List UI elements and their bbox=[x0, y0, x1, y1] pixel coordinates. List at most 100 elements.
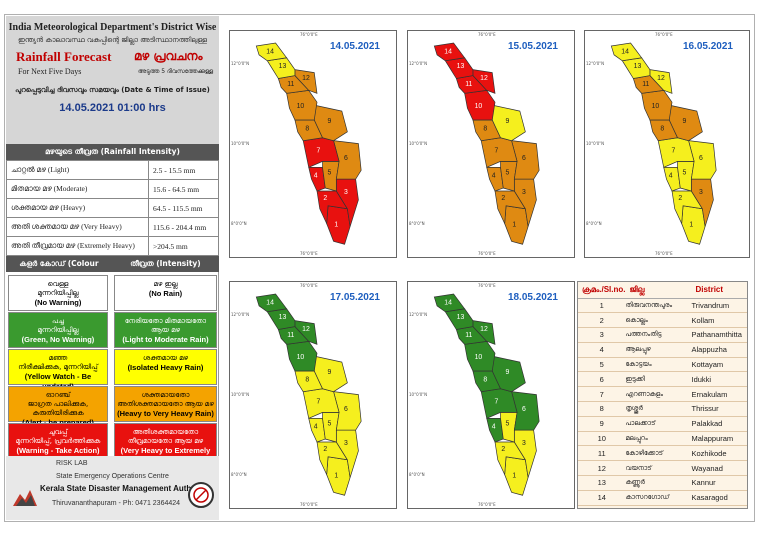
district-number-label: 8 bbox=[305, 124, 309, 132]
district-no: 7 bbox=[578, 386, 626, 403]
issue-time: 14.05.2021 01:00 hrs bbox=[59, 102, 166, 114]
graticule-label: 8°0'0"N bbox=[409, 472, 425, 477]
legend-intensity-box: ശക്തമായതോ അതിശക്തമായതോ ആയ മഴ (Heavy to Ve… bbox=[114, 386, 217, 422]
district-number-label: 4 bbox=[492, 422, 496, 430]
authority-name: Kerala State Disaster Management Authori… bbox=[40, 484, 209, 493]
district-row: 7 എറണാകുളം Ernakulam bbox=[578, 386, 747, 403]
forecast-title-ml: മഴ പ്രവചനം bbox=[134, 49, 203, 63]
map-date: 16.05.2021 bbox=[682, 41, 733, 52]
district-number-label: 8 bbox=[660, 124, 664, 132]
intensity-label: ശക്തമായ മഴ (Heavy) bbox=[6, 198, 149, 218]
next-days-ml: അടുത്ത 5 ദിവസത്തേക്കുള്ള bbox=[138, 68, 214, 75]
intensity-label: അതി തീവ്രമായ മഴ (Extremely Heavy) bbox=[6, 236, 149, 256]
district-row: 6 ഇടുക്കി Idukki bbox=[578, 371, 747, 388]
district-en: Malappuram bbox=[691, 431, 747, 447]
legend-colour-desc: മുന്നറിയിപ്പില്ല bbox=[37, 289, 79, 297]
poster-frame bbox=[4, 14, 755, 522]
header-block: India Meteorological Department's Distri… bbox=[6, 16, 219, 144]
district-number-label: 8 bbox=[305, 375, 309, 383]
legend-colour-en: (Warning - Take Action) bbox=[16, 446, 100, 455]
district-number-label: 13 bbox=[457, 313, 465, 321]
header-title-ml: ഇന്ത്യൻ കാലാവസ്ഥ വകുപ്പിന്റെ ജില്ലാ അടിസ… bbox=[18, 36, 207, 44]
next-days: For Next Five Days bbox=[18, 67, 82, 76]
legend-colour-name: ഓറഞ്ച് bbox=[45, 391, 71, 399]
map-date: 17.05.2021 bbox=[329, 292, 380, 303]
district-number-label: 10 bbox=[475, 102, 483, 110]
district-no: 4 bbox=[578, 342, 626, 358]
district-no: 14 bbox=[578, 490, 626, 506]
intensity-row: ചാറ്റൽ മഴ (Light) 2.5 - 15.5 mm bbox=[6, 160, 219, 180]
district-number-label: 12 bbox=[657, 74, 665, 82]
legend-colour-en: (Green, No Warning) bbox=[21, 335, 95, 344]
address: Thiruvananthapuram - Ph: 0471 2364424 bbox=[52, 500, 181, 507]
district-ml: കോട്ടയം bbox=[625, 357, 692, 373]
district-row: 4 ആലപ്പുഴ Alappuzha bbox=[578, 342, 747, 358]
graticule-label: 76°0'0"E bbox=[300, 502, 318, 507]
district-table: ക്രമം./Sl.no. ജില്ല District 1 തിരുവനന്തപ… bbox=[577, 281, 748, 509]
district-number-label: 6 bbox=[344, 154, 348, 162]
district-area-4 bbox=[663, 166, 681, 192]
intensity-value: >204.5 mm bbox=[148, 236, 219, 256]
district-number-label: 5 bbox=[682, 169, 686, 177]
district-area-14 bbox=[255, 42, 288, 62]
district-area-1 bbox=[504, 456, 529, 496]
legend-colour-name: വെള്ള bbox=[47, 280, 69, 288]
legend-intensity-en: (Isolated Heavy Rain) bbox=[127, 363, 204, 372]
district-ml: മലപ്പുറം bbox=[625, 431, 692, 447]
district-no: 9 bbox=[578, 416, 626, 432]
district-number-label: 7 bbox=[494, 146, 498, 154]
intensity-row: മിതമായ മഴ (Moderate) 15.6 - 64.5 mm bbox=[6, 179, 219, 199]
footer: RISK LAB State Emergency Operations Cent… bbox=[6, 456, 219, 520]
district-en: Pathanamthitta bbox=[691, 327, 747, 343]
district-area-1 bbox=[681, 205, 706, 245]
legend-colour-desc: മുന്നറിയിപ്പില്ല bbox=[37, 326, 79, 334]
emblem-seal-icon bbox=[188, 482, 214, 508]
ksdma-logo-icon bbox=[13, 490, 37, 506]
district-no: 10 bbox=[578, 431, 626, 447]
district-number-label: 3 bbox=[699, 188, 703, 196]
district-area-14 bbox=[433, 42, 466, 62]
district-number-label: 7 bbox=[316, 397, 320, 405]
district-row: 1 തിരുവനന്തപുരം Trivandrum bbox=[578, 298, 747, 314]
intensity-label: അതി ശക്തമായ മഴ (Very Heavy) bbox=[6, 217, 149, 237]
graticule-label: 12°0'0"N bbox=[231, 312, 250, 317]
district-en: Idukki bbox=[691, 371, 747, 388]
intensity-row: ശക്തമായ മഴ (Heavy) 64.5 - 115.5 mm bbox=[6, 198, 219, 218]
district-number-label: 12 bbox=[480, 74, 488, 82]
legend-intensity-box: മഴ ഇല്ല (No Rain) bbox=[114, 275, 217, 311]
graticule-label: 10°0'0"N bbox=[231, 141, 250, 146]
graticule-label: 8°0'0"N bbox=[231, 221, 247, 226]
district-ml: പത്തനംതിട്ട bbox=[625, 327, 692, 343]
legend-intensity-ml: ശക്തമായ മഴ bbox=[143, 354, 188, 362]
district-area-1 bbox=[326, 456, 351, 496]
legend-colour-name: ചുവപ്പ് bbox=[48, 428, 68, 436]
district-row: 3 പത്തനംതിട്ട Pathanamthitta bbox=[578, 327, 747, 343]
graticule-label: 12°0'0"N bbox=[409, 61, 428, 66]
district-en: Wayanad bbox=[691, 460, 747, 477]
district-en: Alappuzha bbox=[691, 342, 747, 358]
intensity-value: 2.5 - 15.5 mm bbox=[148, 160, 219, 180]
district-row: 5 കോട്ടയം Kottayam bbox=[578, 357, 747, 373]
risk-lab: RISK LAB bbox=[56, 460, 88, 467]
legend-colour-box: പച്ച മുന്നറിയിപ്പില്ല (Green, No Warning) bbox=[8, 312, 108, 348]
graticule-label: 76°0'0"E bbox=[300, 251, 318, 256]
graticule-label: 76°0'0"E bbox=[478, 32, 496, 37]
legend-intensity-ml: നേരിയതോ മിതമായതോ ആയ മഴ bbox=[124, 317, 207, 334]
legend-colour-desc: നിരീക്ഷിക്കുക, മുന്നറിയിപ്പ് bbox=[18, 363, 98, 371]
district-number-label: 14 bbox=[444, 47, 452, 55]
district-number-label: 6 bbox=[522, 154, 526, 162]
map-date: 18.05.2021 bbox=[507, 292, 558, 303]
district-no: 11 bbox=[578, 445, 626, 462]
district-number-label: 10 bbox=[297, 353, 305, 361]
graticule-label: 10°0'0"N bbox=[409, 141, 428, 146]
legend-intensity-box: ശക്തമായ മഴ (Isolated Heavy Rain) bbox=[114, 349, 217, 385]
district-number-label: 10 bbox=[652, 102, 660, 110]
district-number-label: 3 bbox=[522, 188, 526, 196]
legend-intensity-ml: അതിശക്തമായതോ തീവ്രമായതോ ആയ മഴ bbox=[127, 428, 204, 445]
district-number-label: 14 bbox=[444, 298, 452, 306]
district-ml: തൃശ്ശൂർ bbox=[625, 401, 692, 417]
district-ml: ഇടുക്കി bbox=[625, 371, 692, 388]
district-en: Palakkad bbox=[691, 416, 747, 432]
graticule-label: 76°0'0"E bbox=[300, 283, 318, 288]
